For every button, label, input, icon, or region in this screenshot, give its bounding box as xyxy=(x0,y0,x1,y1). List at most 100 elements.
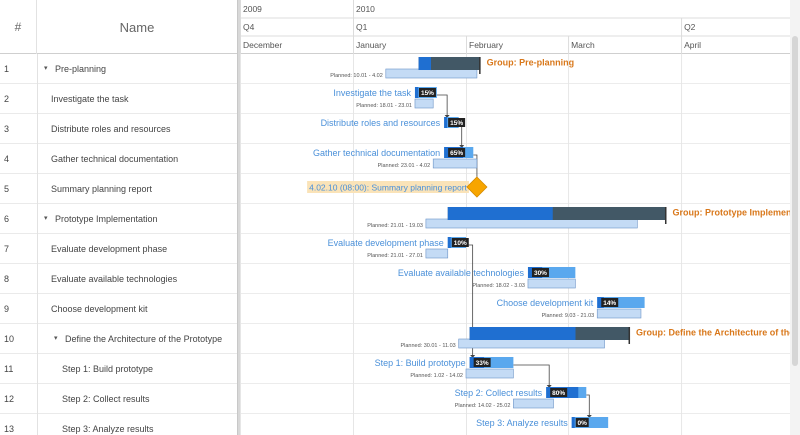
header-label-months: March xyxy=(571,40,595,50)
planned-label: Planned: 9.03 - 21.03 xyxy=(542,313,595,319)
grid-row[interactable]: 12 Step 2: Collect results xyxy=(0,384,237,414)
column-divider xyxy=(37,234,38,264)
row-number: 8 xyxy=(4,274,10,284)
planned-bar xyxy=(527,278,576,289)
task-label: Step 1: Build prototype xyxy=(375,358,466,368)
progress-badge xyxy=(473,358,491,367)
connector-arrow-icon xyxy=(586,415,592,418)
progress-badge-label: 10% xyxy=(454,240,467,247)
grid-row[interactable]: 5 Summary planning report xyxy=(0,174,237,204)
task-label: Choose development kit xyxy=(497,298,594,308)
planned-label: Planned: 21.01 - 27.01 xyxy=(367,253,423,259)
expand-caret-icon[interactable]: ▾ xyxy=(54,335,58,342)
task-bar xyxy=(571,417,609,428)
task-name: Investigate the task xyxy=(51,94,129,104)
planned-bar xyxy=(432,158,478,169)
planned-bar xyxy=(596,308,642,319)
grid-row[interactable]: 7 Evaluate development phase xyxy=(0,234,237,264)
task-name: Distribute roles and resources xyxy=(51,124,171,134)
column-divider xyxy=(37,114,38,144)
panel-splitter[interactable] xyxy=(237,0,240,435)
dependency-connector xyxy=(586,394,590,418)
connector-arrow-icon xyxy=(459,145,465,148)
group-end-marker xyxy=(479,57,481,74)
column-divider xyxy=(37,354,38,384)
row-number: 6 xyxy=(4,214,10,224)
scrollbar-thumb[interactable] xyxy=(792,36,798,366)
planned-label: Planned: 14.02 - 25.02 xyxy=(455,403,511,409)
header-label-months: December xyxy=(243,40,282,50)
header-label-years: 2010 xyxy=(356,4,375,14)
progress-badge xyxy=(448,148,466,157)
header-label-months: February xyxy=(469,40,504,50)
task-label: Evaluate available technologies xyxy=(398,268,525,278)
task-label: Step 2: Collect results xyxy=(455,388,543,398)
group-label: Group: Define the Architecture of the Pr… xyxy=(636,328,800,338)
planned-bar xyxy=(425,248,449,259)
progress-badge-label: 14% xyxy=(603,300,616,307)
column-header-number[interactable]: # xyxy=(0,0,37,54)
task-label: Gather technical documentation xyxy=(313,148,440,158)
task-name: Define the Architecture of the Prototype xyxy=(65,334,223,344)
task-label: Evaluate development phase xyxy=(328,238,444,248)
dependency-connector xyxy=(473,154,478,183)
planned-label: Planned: 10.01 - 4.02 xyxy=(330,73,383,79)
grid-row[interactable]: 4 Gather technical documentation xyxy=(0,144,237,174)
grid-row[interactable]: 9 Choose development kit xyxy=(0,294,237,324)
group-progress xyxy=(418,57,432,70)
row-number: 4 xyxy=(4,154,10,164)
expand-caret-icon[interactable]: ▾ xyxy=(44,215,48,222)
column-header-name[interactable]: Name xyxy=(119,19,155,35)
grid-row[interactable]: 3 Distribute roles and resources xyxy=(0,114,237,144)
task-bar xyxy=(469,357,514,368)
row-number: 10 xyxy=(4,334,15,344)
planned-label: Planned: 21.01 - 19.03 xyxy=(367,223,423,229)
task-progress xyxy=(447,237,451,248)
row-number: 11 xyxy=(4,364,14,374)
planned-bar xyxy=(513,398,554,409)
milestone-diamond xyxy=(466,176,488,198)
row-number: 2 xyxy=(4,94,10,104)
task-name: Summary planning report xyxy=(51,184,153,194)
header-label-years: 2009 xyxy=(243,4,262,14)
grid-header: # Name xyxy=(0,0,237,54)
row-number: 7 xyxy=(4,244,10,254)
grid-row[interactable]: 8 Evaluate available technologies xyxy=(0,264,237,294)
progress-badge-label: 30% xyxy=(534,270,547,277)
progress-badge xyxy=(601,298,619,307)
planned-bar xyxy=(414,98,434,109)
row-number: 1 xyxy=(4,64,10,74)
group-label: Group: Prototype Implementation xyxy=(672,208,800,218)
grid-row[interactable]: 13 Step 3: Analyze results xyxy=(0,414,237,435)
column-divider xyxy=(37,294,38,324)
grid-row[interactable]: 10 ▾ Define the Architecture of the Protot… xyxy=(0,324,237,354)
progress-badge-label: 65% xyxy=(450,150,463,157)
progress-badge xyxy=(451,238,469,247)
header-label-months: April xyxy=(684,40,701,50)
task-name: Pre-planning xyxy=(55,64,107,74)
grid-row[interactable]: 1 ▾ Pre-planning xyxy=(0,54,237,84)
task-label: Investigate the task xyxy=(333,88,411,98)
group-progress xyxy=(447,207,553,220)
planned-bar xyxy=(465,368,514,379)
column-divider xyxy=(37,204,38,234)
row-number: 9 xyxy=(4,304,10,314)
grid-row[interactable]: 6 ▾ Prototype Implementation xyxy=(0,204,237,234)
grid-row[interactable]: 11 Step 1: Build prototype xyxy=(0,354,237,384)
group-label: Group: Pre-planning xyxy=(487,58,575,68)
group-progress xyxy=(469,327,576,340)
progress-badge-label: 15% xyxy=(450,120,463,127)
column-divider xyxy=(37,324,38,354)
planned-label: Planned: 18.01 - 23.01 xyxy=(356,103,412,109)
task-name: Step 3: Analyze results xyxy=(62,424,154,434)
planned-bar xyxy=(458,338,605,349)
column-divider xyxy=(37,384,38,414)
progress-badge-label: 33% xyxy=(476,360,489,367)
task-name: Evaluate development phase xyxy=(51,244,168,254)
header-label-months: January xyxy=(356,40,387,50)
grid-row[interactable]: 2 Investigate the task xyxy=(0,84,237,114)
task-progress xyxy=(571,417,575,428)
column-divider xyxy=(37,414,38,435)
expand-caret-icon[interactable]: ▾ xyxy=(44,65,48,72)
progress-badge xyxy=(418,88,436,97)
